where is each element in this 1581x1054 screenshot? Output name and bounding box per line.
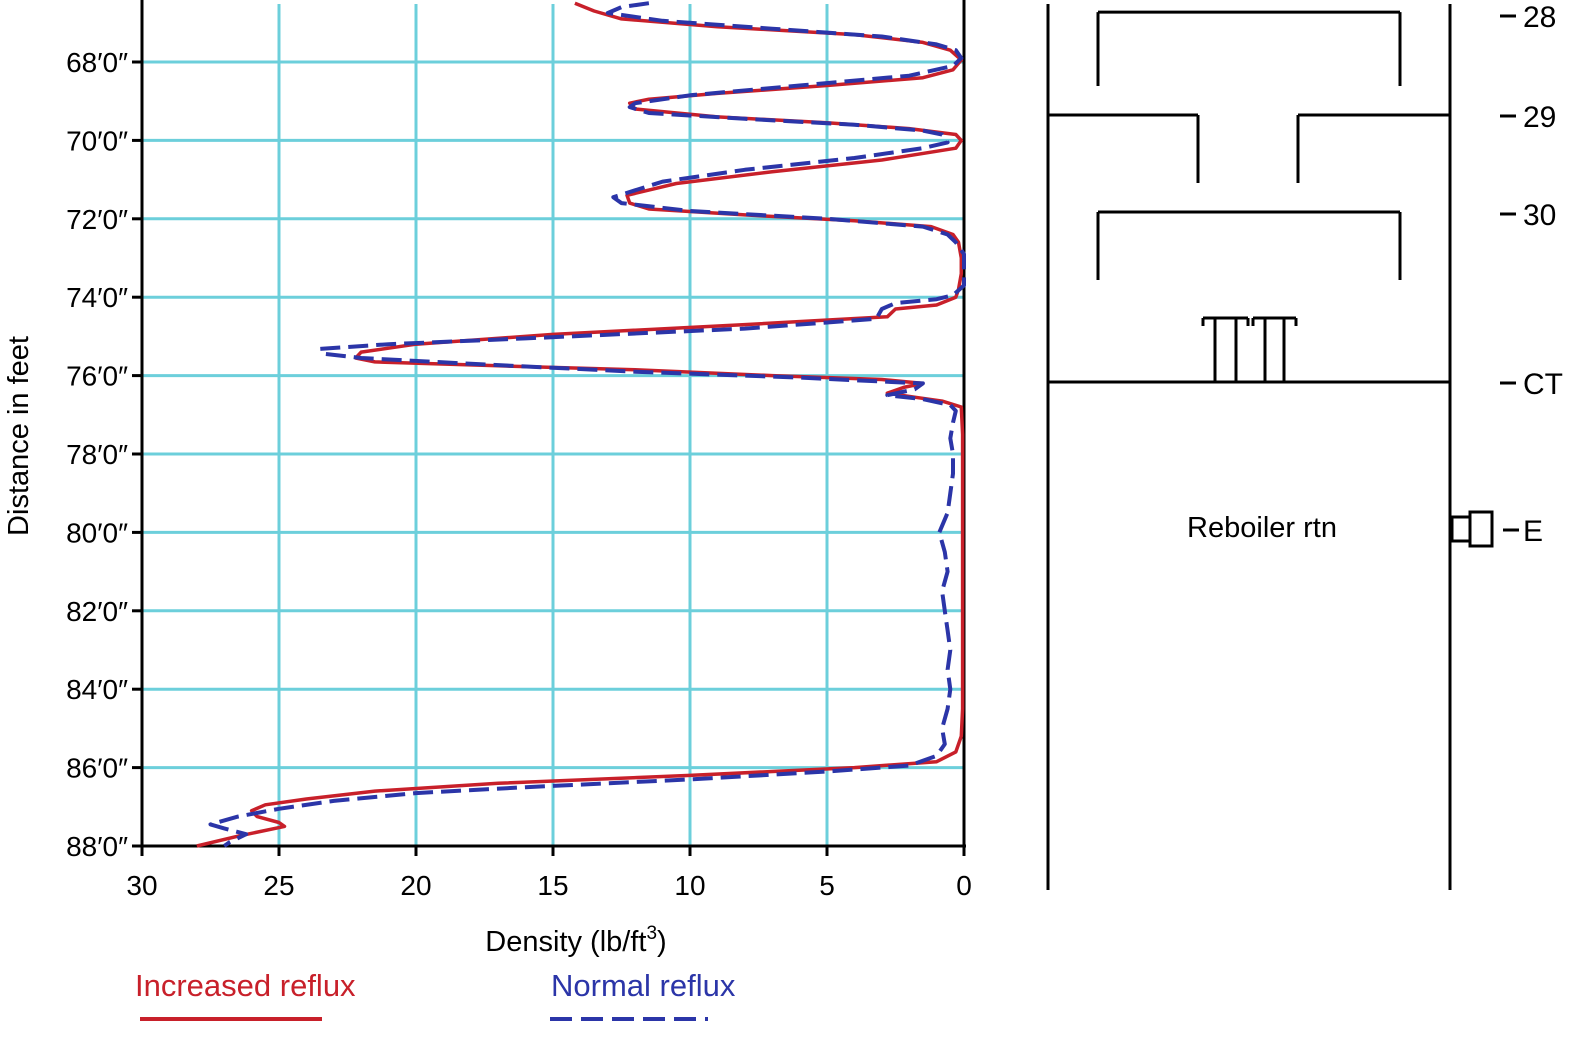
x-tick-label: 0 xyxy=(956,870,972,901)
y-tick-label: 74′0″ xyxy=(66,282,128,313)
y-tick-label: 68′0″ xyxy=(66,47,128,78)
x-axis-label: Density (lb/ft3) xyxy=(485,923,666,958)
chimney-tray-risers xyxy=(1201,316,1298,382)
y-axis-label: Distance in feet xyxy=(3,336,35,536)
chart-series xyxy=(196,1,966,848)
tray-marker-label-28: 28 xyxy=(1523,1,1556,34)
x-tick-label: 30 xyxy=(126,870,157,901)
y-tick-label: 82′0″ xyxy=(66,596,128,627)
chart-axes xyxy=(132,0,966,856)
reboiler-return-label: Reboiler rtn xyxy=(1187,512,1337,544)
chart-tick-labels: 68′0″ 70′0″ 72′0″ 74′0″ 76′0″ 78′0″ 80′0″ 82′0″… xyxy=(66,47,972,901)
y-tick-label: 78′0″ xyxy=(66,439,128,470)
series-normal-reflux xyxy=(208,1,966,848)
tray-marker-label-e: E xyxy=(1523,515,1543,548)
column-diagram: Reboiler rtn 28 29 30 CT E xyxy=(1046,1,1563,890)
tray-marker-label-29: 29 xyxy=(1523,101,1556,134)
y-tick-label: 70′0″ xyxy=(66,125,128,156)
series-increased-reflux xyxy=(196,1,965,848)
y-tick-label: 86′0″ xyxy=(66,753,128,784)
y-tick-label: 88′0″ xyxy=(66,831,128,862)
y-tick-label: 72′0″ xyxy=(66,204,128,235)
y-tick-label: 76′0″ xyxy=(66,361,128,392)
x-tick-label: 25 xyxy=(263,870,294,901)
reboiler-nozzle-small xyxy=(1450,515,1472,543)
reboiler-nozzle-flange xyxy=(1468,510,1494,548)
legend-swatch-increased-reflux xyxy=(140,1017,322,1021)
legend-label-normal-reflux: Normal reflux xyxy=(551,968,736,1003)
y-tick-label: 84′0″ xyxy=(66,674,128,705)
tray-marker-label-30: 30 xyxy=(1523,199,1556,232)
x-tick-label: 5 xyxy=(819,870,835,901)
chart-legend: Increased reflux Normal reflux xyxy=(0,960,900,1040)
x-tick-label: 20 xyxy=(400,870,431,901)
x-tick-label: 10 xyxy=(674,870,705,901)
legend-label-increased-reflux: Increased reflux xyxy=(135,968,356,1003)
chart-grid xyxy=(142,4,964,846)
x-tick-label: 15 xyxy=(537,870,568,901)
tray-marker-label-ct: CT xyxy=(1523,368,1563,401)
legend-swatch-normal-reflux xyxy=(550,1017,708,1021)
y-tick-label: 80′0″ xyxy=(66,517,128,548)
